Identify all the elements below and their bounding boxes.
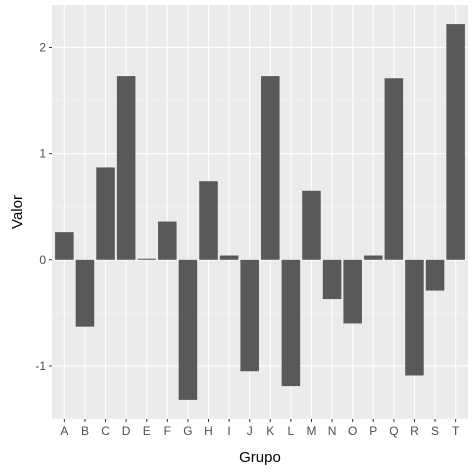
x-tick-label: J bbox=[247, 424, 253, 438]
bar-A bbox=[55, 232, 74, 260]
y-tick-label: 1 bbox=[39, 147, 46, 161]
y-tick-label: 0 bbox=[39, 253, 46, 267]
x-tick-label: P bbox=[369, 424, 377, 438]
x-tick-label: D bbox=[122, 424, 131, 438]
bars bbox=[55, 24, 465, 400]
bar-S bbox=[425, 259, 445, 291]
bar-L bbox=[281, 259, 301, 387]
x-tick-label: N bbox=[328, 424, 337, 438]
y-axis-title: Valor bbox=[9, 195, 26, 229]
bar-R bbox=[405, 259, 424, 376]
y-tick-label: -1 bbox=[35, 359, 46, 373]
x-tick-label: I bbox=[227, 424, 230, 438]
bar-O bbox=[343, 259, 362, 324]
x-tick-label: E bbox=[143, 424, 151, 438]
x-axis-title: Grupo bbox=[239, 449, 281, 466]
x-tick-label: Q bbox=[389, 424, 398, 438]
x-tick-label: T bbox=[452, 424, 460, 438]
x-tick-label: G bbox=[183, 424, 192, 438]
x-tick-label: L bbox=[288, 424, 295, 438]
x-tick-label: O bbox=[348, 424, 357, 438]
x-tick-label: B bbox=[81, 424, 89, 438]
bar-N bbox=[322, 259, 342, 300]
bar-T bbox=[446, 24, 465, 260]
bar-K bbox=[261, 76, 280, 260]
bar-E bbox=[137, 258, 156, 260]
x-tick-label: C bbox=[101, 424, 110, 438]
x-tick-label: F bbox=[164, 424, 171, 438]
y-tick-label: 2 bbox=[39, 40, 46, 54]
x-tick-label: M bbox=[306, 424, 316, 438]
bar-D bbox=[116, 76, 136, 260]
bar-F bbox=[158, 221, 177, 260]
x-tick-label: K bbox=[266, 424, 274, 438]
x-tick-label: R bbox=[410, 424, 419, 438]
bar-G bbox=[178, 259, 198, 400]
x-tick-label: H bbox=[204, 424, 213, 438]
bar-C bbox=[96, 167, 115, 260]
y-axis: -1 0 1 2 bbox=[35, 40, 52, 373]
bar-H bbox=[199, 181, 218, 260]
x-tick-label: A bbox=[60, 424, 68, 438]
bar-P bbox=[364, 255, 383, 260]
bar-Q bbox=[384, 78, 404, 260]
bar-M bbox=[302, 190, 321, 260]
bar-B bbox=[75, 259, 95, 327]
x-tick-label: S bbox=[431, 424, 439, 438]
bar-J bbox=[240, 259, 259, 372]
bar-I bbox=[219, 255, 239, 260]
